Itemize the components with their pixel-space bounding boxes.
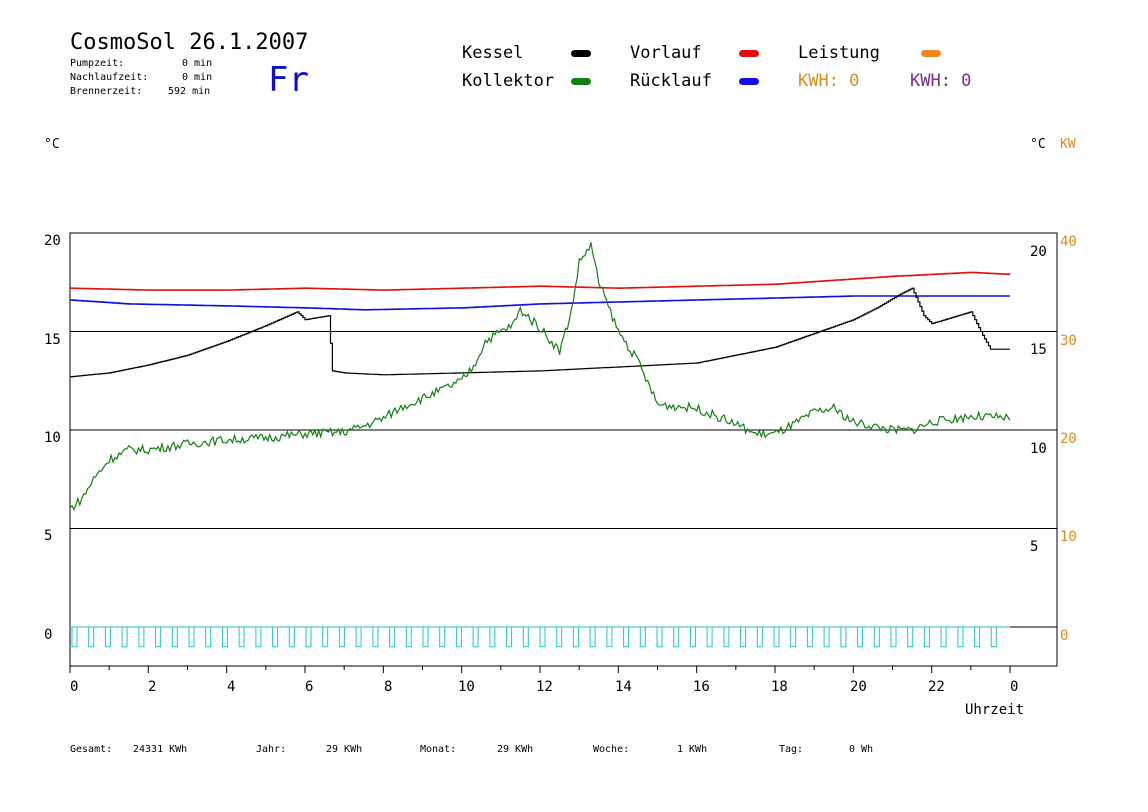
x-tick-label: 0 bbox=[70, 679, 79, 695]
x-tick-label: 16 bbox=[693, 679, 710, 695]
footer-jahr-label: Jahr: bbox=[256, 744, 287, 755]
x-tick-label: 18 bbox=[771, 679, 788, 695]
plot-border bbox=[69, 232, 1058, 667]
stat-nachlaufzeit-value: 0 min bbox=[182, 72, 213, 83]
x-tick-label: 4 bbox=[227, 679, 236, 695]
legend-leistung-label: Leistung bbox=[798, 43, 880, 63]
y-tick-right-kw: 30 bbox=[1060, 333, 1077, 349]
footer-jahr-value: 29 KWh bbox=[326, 744, 363, 755]
series-line-ruecklauf bbox=[70, 295, 1010, 311]
series-line-kessel bbox=[70, 287, 1010, 378]
y-tick-left: 10 bbox=[44, 430, 61, 446]
y-tick-right-c: 5 bbox=[1030, 539, 1039, 555]
legend-kwh-orange: KWH: 0 bbox=[798, 71, 860, 91]
chart-series bbox=[69, 242, 1011, 511]
stat-brennerzeit-value: 592 min bbox=[168, 86, 211, 97]
y-tick-right-c: 10 bbox=[1030, 441, 1047, 457]
footer-gesamt-label: Gesamt: bbox=[70, 744, 113, 755]
footer-monat-label: Monat: bbox=[420, 744, 457, 755]
series-line-kollektor bbox=[69, 242, 1011, 511]
y-tick-right-kw: 20 bbox=[1060, 431, 1077, 447]
legend-vorlauf-label: Vorlauf bbox=[630, 43, 702, 63]
legend-vorlauf-swatch bbox=[739, 50, 759, 57]
x-tick-label: 20 bbox=[850, 679, 867, 695]
x-tick-label: 8 bbox=[384, 679, 393, 695]
y-tick-left: 15 bbox=[44, 332, 61, 348]
legend-ruecklauf-swatch bbox=[739, 78, 759, 85]
series-line-vorlauf bbox=[70, 271, 1011, 291]
y-tick-left: 0 bbox=[44, 627, 53, 643]
x-tick-label: 6 bbox=[305, 679, 314, 695]
x-tick-label: 22 bbox=[928, 679, 945, 695]
chart-title: CosmoSol 26.1.2007 bbox=[70, 30, 309, 55]
x-tick-label: 14 bbox=[615, 679, 632, 695]
footer-woche-label: Woche: bbox=[593, 744, 630, 755]
x-tick-label: 2 bbox=[148, 679, 157, 695]
stat-brennerzeit-label: Brennerzeit: bbox=[70, 86, 143, 97]
pump-pulses bbox=[71, 627, 997, 648]
x-tick-marks bbox=[69, 666, 1011, 673]
y-tick-right-c: 15 bbox=[1030, 342, 1047, 358]
weekday-label: Fr bbox=[268, 60, 309, 100]
y-axis-right-unit: °C bbox=[1030, 137, 1046, 152]
legend-kessel-label: Kessel bbox=[462, 43, 524, 63]
y-tick-left: 20 bbox=[44, 233, 61, 249]
chart-frame bbox=[69, 232, 1058, 667]
stat-nachlaufzeit-label: Nachlaufzeit: bbox=[70, 72, 149, 83]
footer-gesamt-value: 24331 KWh bbox=[133, 744, 188, 755]
stat-pumpzeit-value: 0 min bbox=[182, 58, 213, 69]
legend-kollektor-swatch bbox=[571, 78, 591, 85]
chart-gridlines bbox=[70, 331, 1057, 628]
y-axis-left-unit: °C bbox=[44, 137, 60, 152]
y-tick-right-kw: 40 bbox=[1060, 234, 1077, 250]
y-tick-left: 5 bbox=[44, 528, 53, 544]
footer-tag-label: Tag: bbox=[779, 744, 804, 755]
y-tick-right-kw: 0 bbox=[1060, 628, 1069, 644]
legend-kollektor-label: Kollektor bbox=[462, 71, 555, 91]
legend-kessel-swatch bbox=[571, 50, 591, 57]
y-axis-right-unit-kw: KW bbox=[1060, 137, 1076, 152]
x-axis-label: Uhrzeit bbox=[965, 702, 1025, 718]
x-tick-label: 0 bbox=[1010, 679, 1019, 695]
footer-tag-value: 0 Wh bbox=[849, 744, 874, 755]
x-tick-label: 12 bbox=[536, 679, 553, 695]
legend-leistung-swatch bbox=[921, 50, 941, 57]
y-tick-right-c: 20 bbox=[1030, 244, 1047, 260]
legend-kwh-purple: KWH: 0 bbox=[910, 71, 972, 91]
pump-signal bbox=[70, 626, 1010, 648]
footer-monat-value: 29 KWh bbox=[497, 744, 534, 755]
y-tick-right-kw: 10 bbox=[1060, 529, 1077, 545]
legend-ruecklauf-label: Rücklauf bbox=[630, 71, 712, 91]
footer-woche-value: 1 KWh bbox=[677, 744, 708, 755]
x-tick-label: 10 bbox=[458, 679, 475, 695]
stat-pumpzeit-label: Pumpzeit: bbox=[70, 58, 125, 69]
